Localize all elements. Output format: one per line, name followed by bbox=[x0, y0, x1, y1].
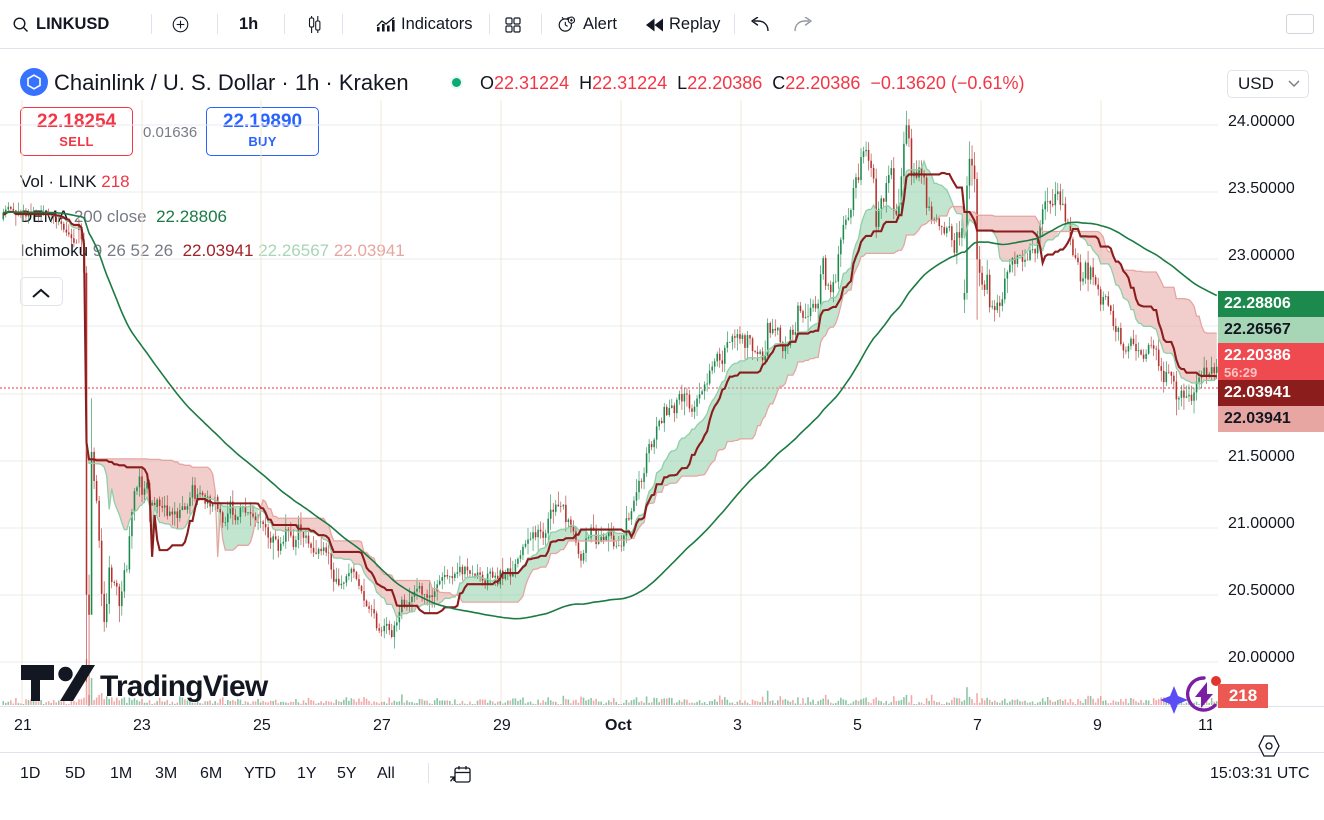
svg-text:TradingView: TradingView bbox=[100, 670, 269, 703]
